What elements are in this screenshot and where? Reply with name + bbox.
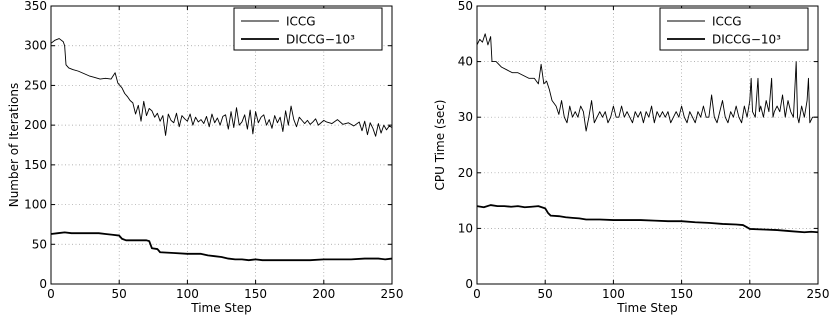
x-tick-label: 0 bbox=[473, 287, 481, 301]
y-tick-label: 50 bbox=[32, 237, 47, 251]
x-tick-label: 50 bbox=[112, 287, 127, 301]
y-axis-label: CPU Time (sec) bbox=[433, 100, 447, 191]
y-tick-label: 100 bbox=[24, 198, 47, 212]
legend-label: DICCG−10³ bbox=[712, 33, 781, 47]
x-tick-label: 250 bbox=[381, 287, 404, 301]
x-tick-label: 150 bbox=[670, 287, 693, 301]
x-tick-label: 0 bbox=[47, 287, 55, 301]
x-tick-label: 200 bbox=[738, 287, 761, 301]
y-tick-label: 250 bbox=[24, 78, 47, 92]
legend-label: DICCG−10³ bbox=[286, 33, 355, 47]
legend-label: ICCG bbox=[712, 15, 742, 29]
y-tick-label: 350 bbox=[24, 0, 47, 13]
y-tick-label: 10 bbox=[458, 221, 473, 235]
x-tick-label: 250 bbox=[807, 287, 830, 301]
legend: ICCG DICCG−10³ bbox=[233, 7, 383, 51]
series-line-iccg bbox=[50, 38, 393, 137]
series-line-iccg bbox=[476, 33, 818, 132]
x-axis-label: Time Step bbox=[616, 301, 678, 315]
x-tick-label: 200 bbox=[312, 287, 335, 301]
y-axis-label: Number of Iterations bbox=[7, 83, 21, 208]
y-tick-label: 50 bbox=[458, 0, 473, 13]
y-tick-label: 300 bbox=[24, 39, 47, 53]
series-line-diccg bbox=[50, 231, 393, 262]
x-tick-label: 100 bbox=[602, 287, 625, 301]
y-tick-label: 30 bbox=[458, 110, 473, 124]
plot-frame bbox=[476, 5, 819, 285]
x-tick-label: 100 bbox=[176, 287, 199, 301]
chart-panel-1: 0 50 100 150 200 250 0 50 100 150 200 250 300 350 Time… bbox=[7, 0, 403, 315]
y-tick-label: 0 bbox=[465, 277, 473, 291]
y-tick-label: 200 bbox=[24, 118, 47, 132]
plot-frame bbox=[50, 5, 393, 285]
x-tick-label: 50 bbox=[538, 287, 553, 301]
legend-label: ICCG bbox=[286, 15, 316, 29]
x-axis-label: Time Step bbox=[190, 301, 252, 315]
chart-panel-2: 0 50 100 150 200 250 0 10 20 30 40 50 Time Step CPU T… bbox=[433, 0, 829, 315]
y-tick-label: 20 bbox=[458, 166, 473, 180]
y-tick-label: 0 bbox=[39, 277, 47, 291]
x-tick-label: 150 bbox=[244, 287, 267, 301]
y-tick-label: 40 bbox=[458, 55, 473, 69]
series-line-diccg bbox=[476, 204, 819, 234]
legend: ICCG DICCG−10³ bbox=[659, 7, 809, 51]
legend-box bbox=[233, 7, 383, 51]
legend-box bbox=[659, 7, 809, 51]
y-tick-label: 150 bbox=[24, 158, 47, 172]
